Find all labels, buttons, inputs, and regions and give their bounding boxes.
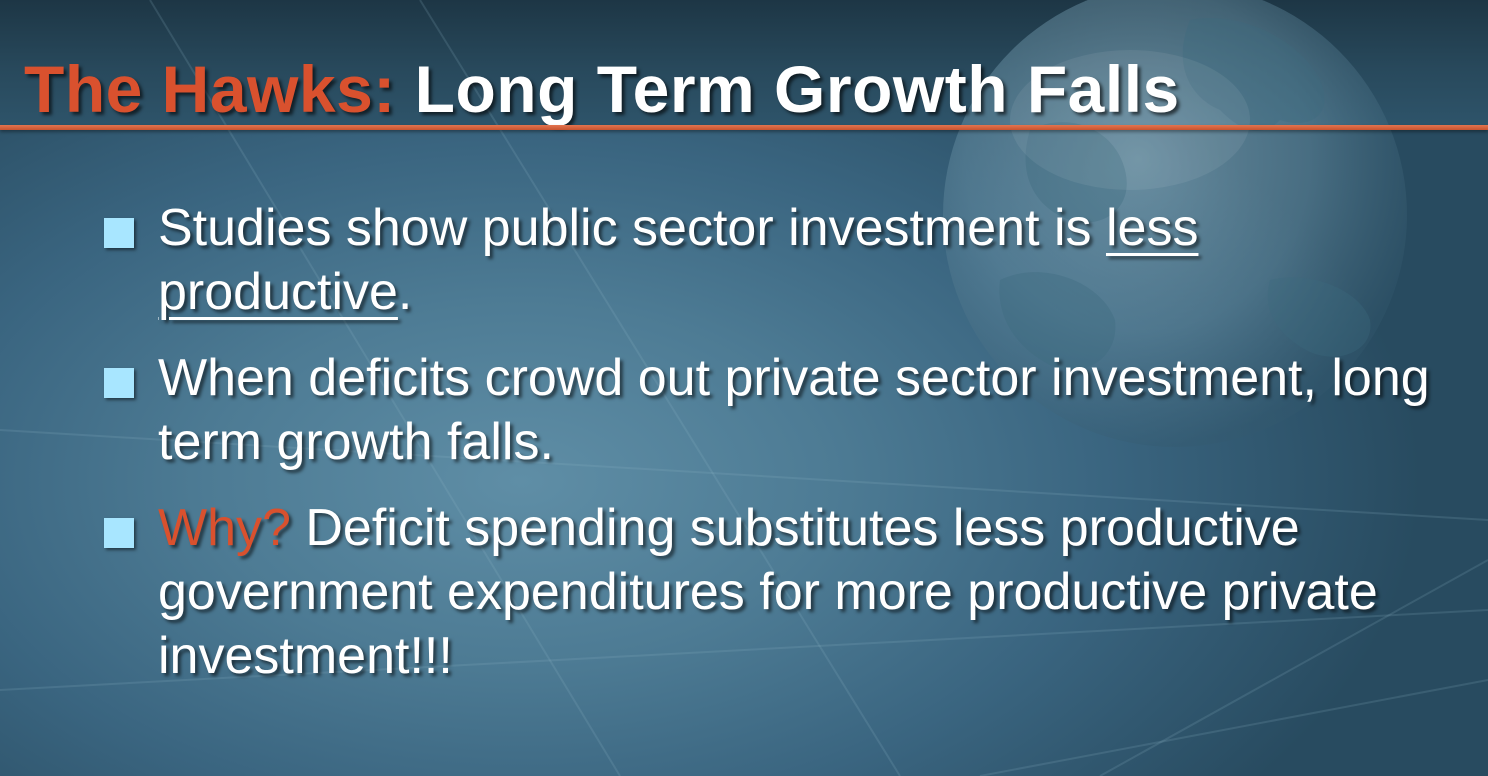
bullet-text: Studies show public sector investment is [158, 199, 1106, 257]
bullet-text-end: . [397, 263, 413, 321]
slide-title: The Hawks: Long Term Growth Falls [24, 46, 1180, 132]
title-highlight: The Hawks: [24, 52, 396, 126]
square-bullet-icon [104, 218, 134, 248]
title-divider [0, 125, 1488, 130]
bullet-item: When deficits crowd out private sector i… [104, 346, 1444, 474]
title-text: Long Term Growth Falls [414, 52, 1180, 126]
bullet-underlined-text: less productive [158, 199, 1199, 321]
square-bullet-icon [104, 518, 134, 548]
bullet-item: Studies show public sector investment is… [104, 196, 1444, 324]
bullet-item: Why? Deficit spending substitutes less p… [104, 496, 1444, 688]
globe-icon [943, 0, 1407, 447]
bullet-highlight: Why? [158, 499, 291, 557]
square-bullet-icon [104, 368, 134, 398]
bullet-text: When deficits crowd out private sector i… [158, 349, 1430, 471]
bullet-list: Studies show public sector investment is… [104, 196, 1444, 710]
bullet-text: Deficit spending substitutes less produc… [158, 499, 1378, 685]
